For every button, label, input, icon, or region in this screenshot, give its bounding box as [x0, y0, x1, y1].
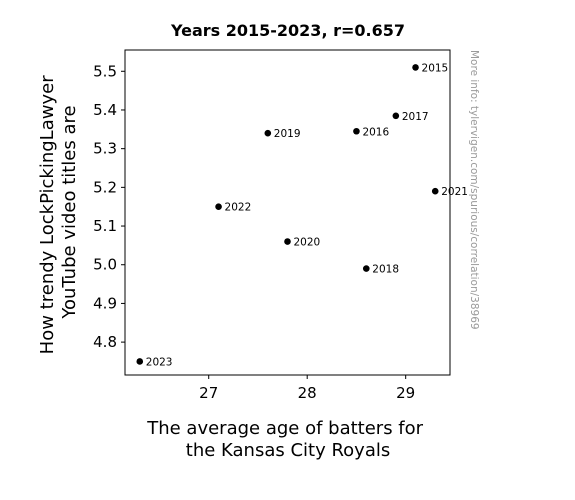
- data-point-2016: [353, 127, 360, 135]
- data-point-2015: [412, 64, 419, 71]
- y-axis-label-line-1: How trendy LockPickingLawyer: [37, 75, 58, 355]
- x-axis-label-line-2: the Kansas City Royals: [186, 440, 390, 461]
- data-point-2017: [392, 112, 400, 120]
- chart-title: Years 2015-2023, r=0.657: [170, 21, 405, 40]
- x-tick-label: 27: [199, 384, 218, 402]
- y-tick-label: 5.3: [93, 140, 117, 158]
- data-point-label: 2015: [422, 62, 449, 74]
- x-tick-label: 28: [298, 384, 317, 402]
- data-points: 2015 2016 2017 2018 2019 2020 2021 2022 2023: [136, 62, 468, 368]
- x-axis-label: The average age of batters for the Kansa…: [146, 418, 429, 461]
- x-tick-label: 29: [396, 384, 415, 402]
- y-tick-label: 5.2: [93, 178, 117, 196]
- y-axis-label-line-2: YouTube video titles are: [59, 105, 80, 319]
- data-point-2023: [136, 358, 144, 365]
- watermark-text: More info: tylervigen.com/spurious/corre…: [468, 50, 480, 330]
- data-point-2020: [284, 238, 291, 245]
- data-point-label: 2022: [225, 202, 252, 214]
- data-point-2022: [215, 203, 222, 210]
- data-point-label: 2017: [402, 111, 429, 123]
- data-point-2021: [431, 187, 439, 195]
- data-point-label: 2016: [362, 126, 389, 138]
- y-tick-label: 5.0: [93, 256, 117, 274]
- x-axis-label-line-1: The average age of batters for: [146, 418, 423, 439]
- data-point-label: 2021: [441, 186, 468, 198]
- y-tick-label: 5.4: [93, 101, 117, 119]
- y-tick-label: 5.5: [93, 62, 117, 80]
- data-point-label: 2020: [294, 237, 321, 249]
- data-point-label: 2018: [372, 264, 399, 276]
- data-point-2019: [264, 129, 272, 137]
- y-tick-label: 5.1: [93, 217, 117, 235]
- y-axis-label: How trendy LockPickingLawyer YouTube vid…: [37, 70, 80, 355]
- x-axis-ticks: 27 28 29: [199, 375, 415, 402]
- y-tick-label: 4.9: [93, 294, 117, 312]
- data-point-label: 2019: [274, 128, 301, 140]
- plot-area: [124, 49, 451, 376]
- data-point-label: 2023: [146, 356, 173, 368]
- data-point-2018: [362, 265, 370, 272]
- y-tick-label: 4.8: [93, 333, 117, 351]
- y-axis-ticks: 4.8 4.9 5.0 5.1 5.2 5.3 5.4 5.5: [93, 62, 125, 351]
